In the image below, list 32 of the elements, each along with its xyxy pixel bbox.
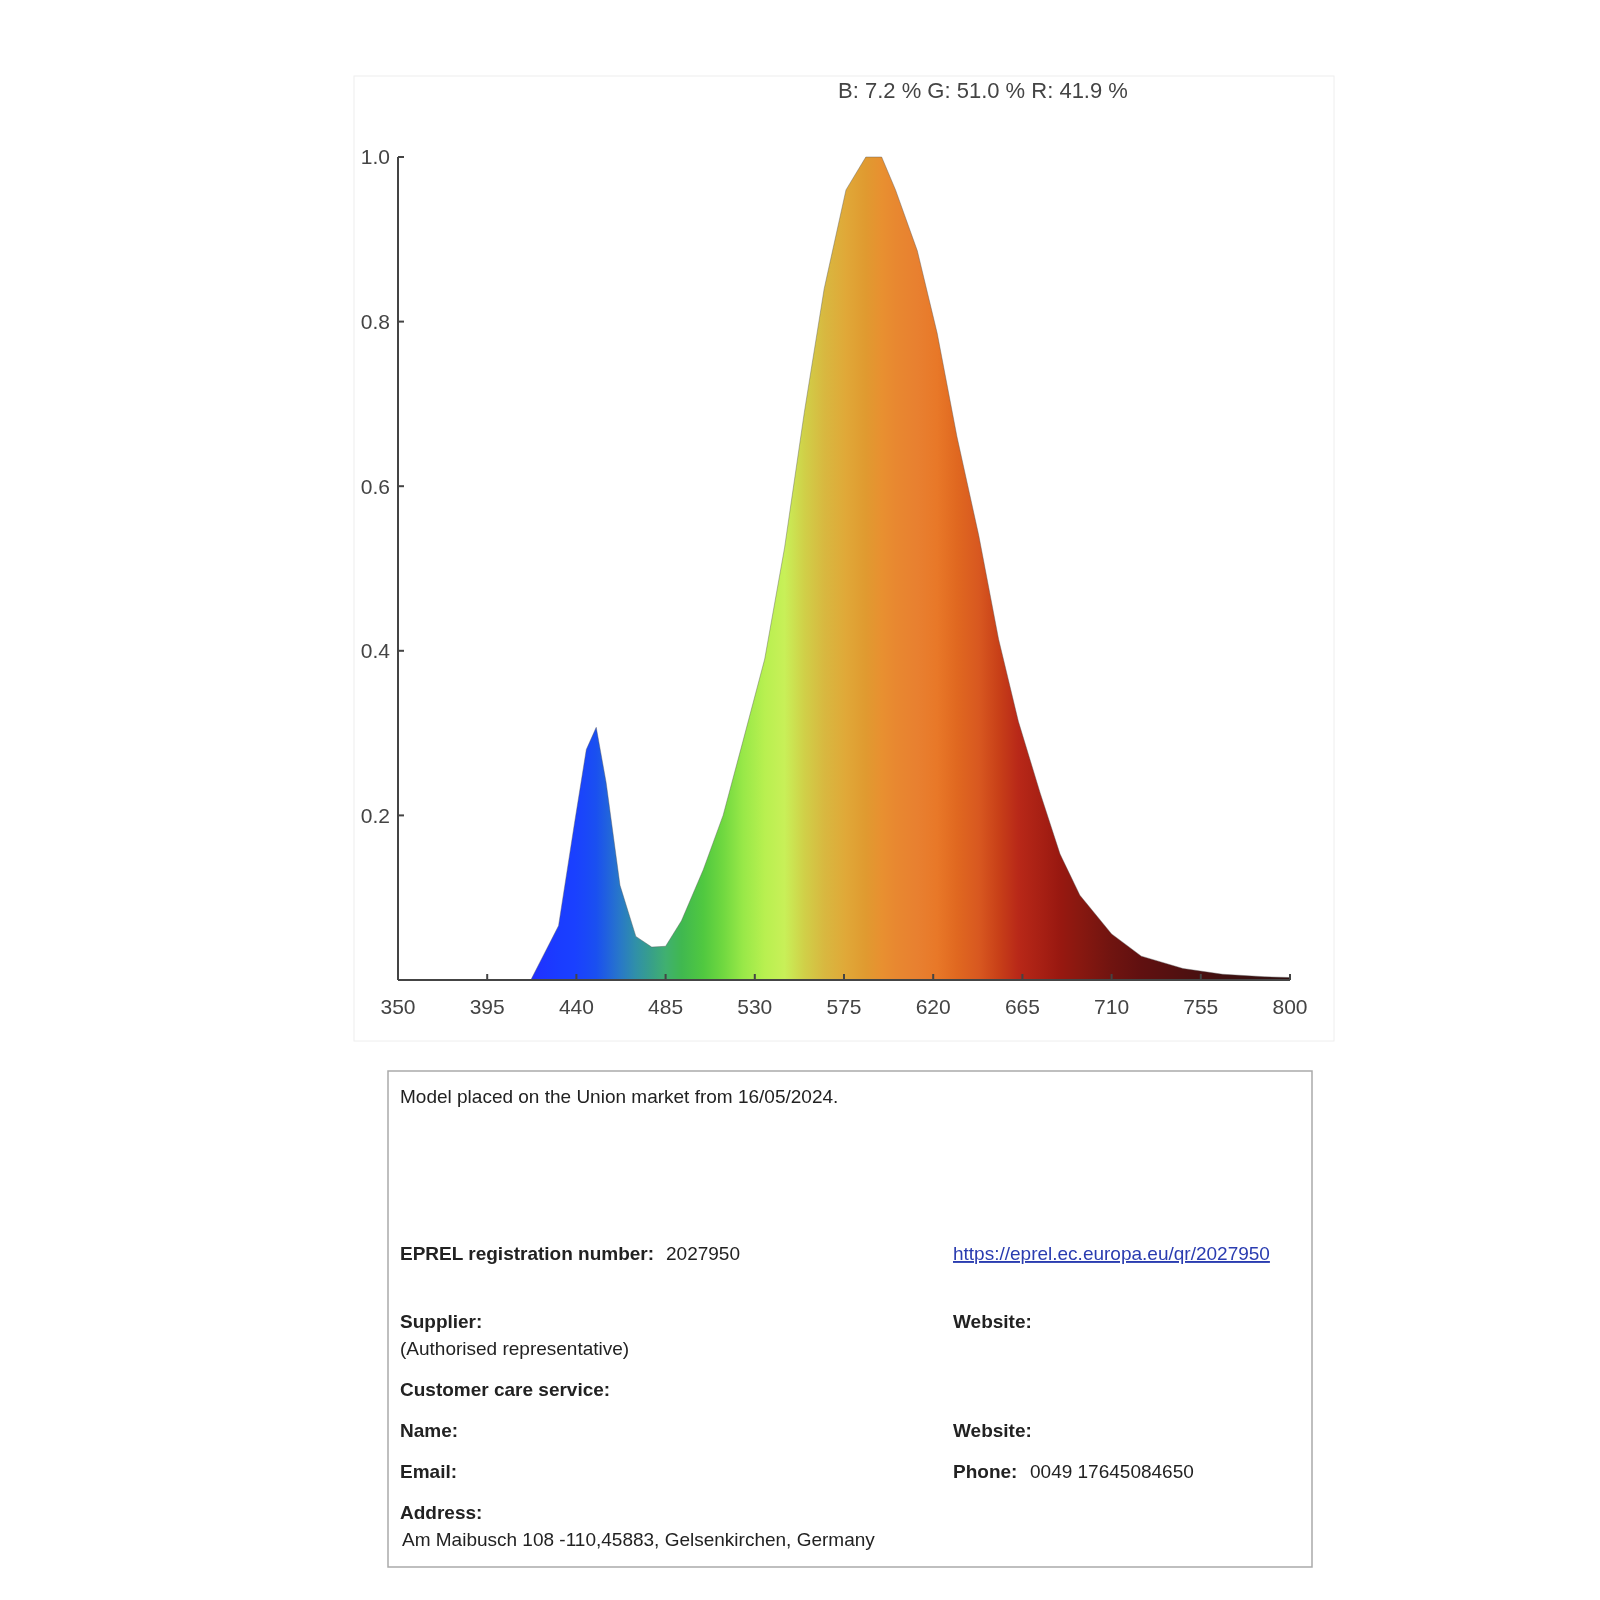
text: Address:	[400, 1502, 483, 1523]
text: (Authorised representative)	[400, 1338, 630, 1359]
y-tick-label: 0.4	[360, 639, 391, 663]
y-tick-label: 0.2	[360, 803, 390, 827]
x-tick-label: 710	[1094, 995, 1130, 1018]
text: https://eprel.ec.europa.eu/qr/2027950	[953, 1243, 1270, 1264]
x-tick-label: 800	[1272, 995, 1308, 1018]
x-tick-label: 620	[915, 995, 951, 1018]
x-tick-label: 350	[380, 995, 416, 1018]
x-tick-label: 575	[826, 995, 862, 1018]
x-tick-label: 485	[648, 995, 684, 1018]
chart-title: B: 7.2 % G: 51.0 % R: 41.9 %	[838, 78, 1128, 103]
text: Model placed on the Union market from 16/05/2024.	[400, 1086, 839, 1107]
y-tick-label: 0.6	[360, 474, 390, 498]
x-tick-label: 440	[558, 995, 594, 1018]
x-tick-label: 755	[1183, 995, 1219, 1018]
text: Name:	[400, 1420, 459, 1441]
y-tick-label: 1.0	[360, 145, 390, 169]
text: 0049 17645084650	[1030, 1461, 1194, 1482]
text: EPREL registration number:	[400, 1243, 655, 1264]
text: Phone:	[953, 1461, 1018, 1482]
text: Am Maibusch 108 -110,45883, Gelsenkirchen, Germany	[402, 1529, 876, 1550]
text: 2027950	[666, 1243, 740, 1264]
y-tick-label: 0.8	[360, 309, 390, 333]
x-tick-label: 665	[1004, 995, 1040, 1018]
text: Website:	[953, 1420, 1032, 1441]
x-tick-label: 530	[737, 995, 773, 1018]
text: Email:	[400, 1461, 458, 1482]
text: Customer care service:	[400, 1379, 611, 1400]
x-tick-label: 395	[469, 995, 505, 1018]
text: Website:	[953, 1311, 1032, 1332]
text: Supplier:	[400, 1311, 483, 1332]
